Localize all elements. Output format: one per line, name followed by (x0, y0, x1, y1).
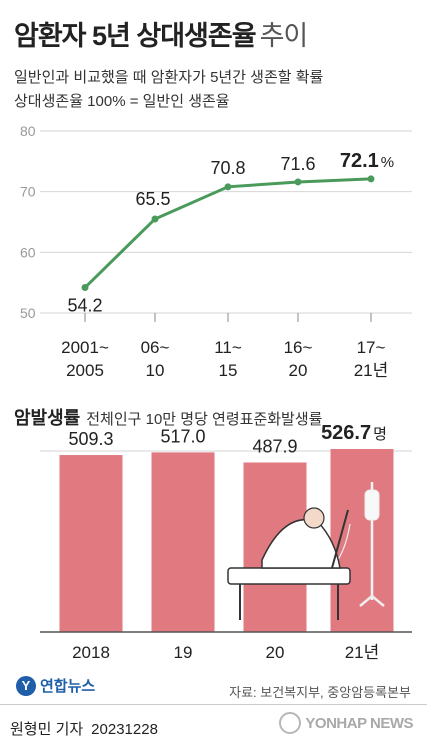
unit-label: 명 (373, 426, 387, 443)
x-tick-label: 21년 (354, 361, 389, 380)
iv-stand-base (359, 594, 385, 607)
incidence-title: 암발생률 (14, 408, 81, 428)
data-point (224, 183, 232, 191)
data-point (294, 178, 302, 186)
hospital-bed-illustration (227, 482, 385, 620)
data-point (151, 215, 159, 223)
x-tick-label: 10 (146, 361, 165, 380)
byline: 원형민 기자 20231228 (10, 718, 158, 739)
x-tick-label: 11~ (214, 338, 242, 357)
x-tick-label: 2001~ (61, 338, 109, 357)
description-line-2: 상대생존율 100% = 일반인 생존율 (14, 93, 230, 110)
x-tick-label: 16~ (284, 338, 313, 357)
y-tick-label: 70 (20, 184, 36, 200)
data-label: 71.6 (280, 154, 315, 174)
survival-series-line (83, 177, 372, 289)
x-tick-label: 21년 (345, 643, 380, 662)
data-label: 526.7 명 (321, 422, 387, 444)
unit-label: % (381, 154, 394, 171)
data-label: 517.0 (160, 426, 205, 446)
data-label: 65.5 (135, 189, 170, 209)
data-point (367, 175, 375, 183)
bed-legs (239, 584, 339, 620)
logo-text: 연합뉴스 (40, 678, 96, 695)
data-label: 70.8 (210, 158, 245, 178)
author: 원형민 기자 (10, 721, 84, 738)
data-point (81, 284, 89, 292)
source-note: 자료: 보건복지부, 중앙암등록본부 (229, 685, 411, 700)
title-sub: 추이 (259, 21, 309, 51)
data-label: 509.3 (68, 429, 113, 449)
patient-head (303, 507, 325, 529)
chart-title: 암환자 5년 상대생존율 추이 (14, 14, 309, 53)
yonhap-logo-icon: Y (16, 675, 36, 696)
x-tick-label: 20 (266, 643, 285, 662)
incidence-note: 전체인구 10만 명당 연령표준화발생률 (86, 411, 323, 428)
y-tick-label: 50 (20, 305, 36, 321)
incidence-bar-chart: 509.3 517.0 487.9 526.7 명 2018 19 20 21년 (40, 422, 412, 662)
bar (151, 452, 215, 632)
bar (59, 455, 123, 632)
x-tick-label: 20 (289, 361, 308, 380)
data-label: 487.9 (252, 436, 297, 456)
title-main: 암환자 5년 상대생존율 (14, 21, 257, 51)
bar (330, 449, 394, 632)
footer-divider (0, 704, 427, 705)
description-line-1: 일반인과 비교했을 때 암환자가 5년간 생존할 확률 (14, 69, 324, 86)
bed-mattress (227, 567, 351, 585)
data-label: 72.1% (340, 150, 394, 172)
x-tick-label: 2005 (66, 361, 104, 380)
survival-line-chart: 80 70 60 50 54.2 65.5 70.8 71.6 72.1 % 2001~ 2005 06… (20, 123, 412, 380)
y-tick-label: 80 (20, 123, 36, 139)
date: 20231228 (91, 721, 158, 738)
x-tick-label: 19 (174, 643, 193, 662)
iv-bag (364, 489, 380, 521)
incidence-section-title: 암발생률 전체인구 10만 명당 연령표준화발생률 (14, 404, 322, 430)
yonhap-circle-icon (279, 712, 302, 734)
agency-name: YONHAP NEWS (305, 714, 413, 732)
bed-headboard (331, 509, 349, 569)
yonhap-news-mark: YONHAP NEWS (279, 712, 413, 734)
data-label: 54.2 (67, 296, 102, 316)
x-tick-label: 2018 (72, 643, 110, 662)
x-tick-label: 06~ (141, 338, 170, 357)
y-tick-label: 60 (20, 244, 36, 260)
x-tick-label: 17~ (357, 338, 386, 357)
x-tick-label: 15 (219, 361, 238, 380)
yonhap-logo: Y 연합뉴스 (16, 675, 95, 696)
